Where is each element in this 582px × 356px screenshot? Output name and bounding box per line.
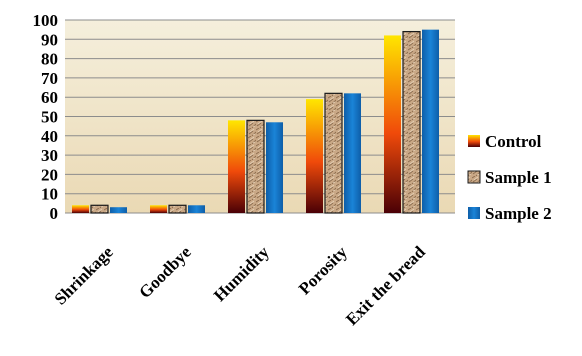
- y-tick-label: 20: [41, 165, 58, 184]
- sample-1-bar: [168, 204, 187, 214]
- sample-2-bar: [266, 122, 283, 213]
- control-legend-swatch: [468, 135, 480, 147]
- category-label: Shrinkage: [51, 242, 118, 309]
- category-label: Porosity: [295, 242, 351, 298]
- y-tick-label: 80: [41, 50, 58, 69]
- y-tick-label: 30: [41, 146, 58, 165]
- y-tick-label: 90: [41, 30, 58, 49]
- control-bar: [384, 35, 401, 213]
- sample-1-legend-swatch: [467, 170, 481, 184]
- legend: Control Sample 1 Sample 2: [467, 132, 552, 223]
- y-tick-label: 40: [41, 127, 58, 146]
- category-label: Exit the bread: [342, 242, 429, 329]
- y-tick-label: 0: [50, 204, 59, 223]
- y-tick-label: 70: [41, 69, 58, 88]
- legend-label: Sample 1: [485, 168, 552, 187]
- sample-1-bar: [402, 30, 421, 214]
- legend-label: Sample 2: [485, 204, 552, 223]
- control-bar: [150, 205, 167, 213]
- sample-2-bar: [188, 205, 205, 213]
- sample-1-bar: [324, 92, 343, 214]
- control-bar: [228, 120, 245, 213]
- category-label: Humidity: [210, 242, 273, 305]
- legend-label: Control: [485, 132, 542, 151]
- y-tick-label: 50: [41, 108, 58, 127]
- control-bar: [306, 99, 323, 213]
- sample-2-bar: [344, 93, 361, 213]
- y-tick-label: 100: [33, 11, 59, 30]
- y-tick-label: 60: [41, 88, 58, 107]
- y-tick-label: 10: [41, 185, 58, 204]
- control-bar: [72, 205, 89, 213]
- sample-2-legend-swatch: [468, 207, 480, 219]
- category-label: Goodbye: [135, 242, 195, 302]
- sample-1-bar: [246, 119, 265, 214]
- sample-2-bar: [110, 207, 127, 213]
- bars: [72, 29, 439, 214]
- sample-2-bar: [422, 29, 439, 214]
- sample-1-bar: [90, 204, 109, 214]
